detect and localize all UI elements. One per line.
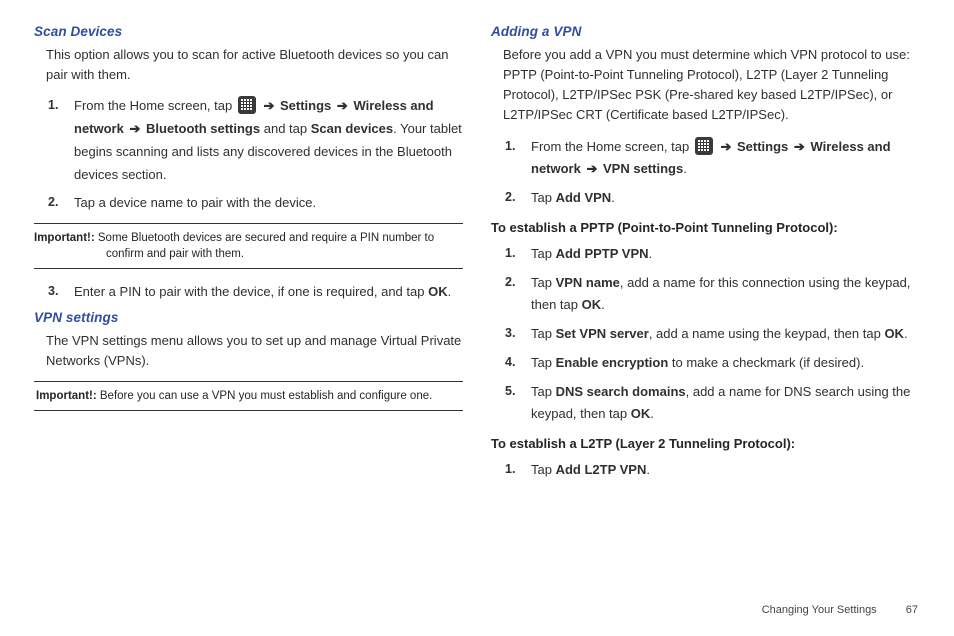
step-item: 3. Tap Set VPN server, add a name using … [531, 323, 920, 346]
important-text: Some Bluetooth devices are secured and r… [95, 232, 434, 260]
step-text: From the Home screen, tap [74, 98, 236, 113]
page-footer: Changing Your Settings 67 [762, 604, 918, 616]
bold-text: Bluetooth settings [146, 121, 260, 136]
step-item: 1. From the Home screen, tap ➔ [74, 95, 463, 186]
step-text: and tap [264, 121, 311, 136]
step-text: to make a checkmark (if desired). [668, 355, 864, 370]
arrow-icon: ➔ [263, 98, 274, 113]
step-text: . [649, 246, 653, 261]
step-text: . [904, 326, 908, 341]
step-item: 2. Tap a device name to pair with the de… [74, 192, 463, 215]
subheading-l2tp: To establish a L2TP (Layer 2 Tunneling P… [491, 436, 920, 451]
step-number: 1. [48, 95, 58, 117]
step-item: 3. Enter a PIN to pair with the device, … [74, 281, 463, 304]
step-text: . [650, 406, 654, 421]
step-text: Tap [531, 355, 556, 370]
bold-text: OK [884, 326, 904, 341]
two-column-layout: Scan Devices This option allows you to s… [34, 24, 920, 488]
step-text: . [611, 190, 615, 205]
heading-scan-devices: Scan Devices [34, 24, 463, 39]
bold-text: Scan devices [311, 121, 393, 136]
paragraph: Before you add a VPN you must determine … [491, 45, 920, 126]
step-text: , add a name using the keypad, then tap [649, 326, 885, 341]
step-item: 1. Tap Add PPTP VPN. [531, 243, 920, 266]
step-number: 1. [505, 459, 515, 481]
step-item: 4. Tap Enable encryption to make a check… [531, 352, 920, 375]
step-item: 2. Tap Add VPN. [531, 187, 920, 210]
bold-text: Add VPN [556, 190, 612, 205]
bold-text: Add PPTP VPN [556, 246, 649, 261]
steps-list: 1. From the Home screen, tap ➔ [491, 136, 920, 210]
step-number: 1. [505, 243, 515, 265]
heading-adding-vpn: Adding a VPN [491, 24, 920, 39]
step-number: 2. [505, 187, 515, 209]
step-text: Tap a device name to pair with the devic… [74, 195, 316, 210]
important-label: Important!: [36, 390, 97, 402]
step-item: 1. Tap Add L2TP VPN. [531, 459, 920, 482]
steps-list: 1. From the Home screen, tap ➔ [34, 95, 463, 215]
step-number: 3. [48, 281, 58, 303]
step-text: From the Home screen, tap [531, 139, 693, 154]
bold-text: Add L2TP VPN [556, 462, 647, 477]
step-text: . [646, 462, 650, 477]
apps-icon [695, 137, 713, 155]
steps-list: 3. Enter a PIN to pair with the device, … [34, 281, 463, 304]
bold-text: Set VPN server [556, 326, 649, 341]
important-note: Important!: Before you can use a VPN you… [34, 381, 463, 411]
heading-vpn-settings: VPN settings [34, 310, 463, 325]
page-number: 67 [906, 604, 918, 616]
step-text: Tap [531, 275, 556, 290]
right-column: Adding a VPN Before you add a VPN you mu… [491, 24, 920, 488]
important-note: Important!: Some Bluetooth devices are s… [34, 223, 463, 269]
steps-list: 1. Tap Add L2TP VPN. [491, 459, 920, 482]
steps-list: 1. Tap Add PPTP VPN. 2. Tap VPN name, ad… [491, 243, 920, 426]
step-number: 2. [48, 192, 58, 214]
bold-text: VPN settings [603, 161, 683, 176]
bold-text: OK [582, 297, 602, 312]
step-text: Tap [531, 190, 556, 205]
step-item: 2. Tap VPN name, add a name for this con… [531, 272, 920, 318]
step-number: 3. [505, 323, 515, 345]
step-item: 1. From the Home screen, tap ➔ [531, 136, 920, 182]
step-text: . [683, 161, 687, 176]
step-item: 5. Tap DNS search domains, add a name fo… [531, 381, 920, 427]
important-label: Important!: [34, 232, 95, 244]
bold-text: Settings [737, 139, 788, 154]
arrow-icon: ➔ [586, 161, 597, 176]
step-text: Tap [531, 326, 556, 341]
bold-text: OK [428, 284, 448, 299]
manual-page: Scan Devices This option allows you to s… [0, 0, 954, 636]
arrow-icon: ➔ [129, 121, 140, 136]
bold-text: Enable encryption [556, 355, 669, 370]
step-number: 2. [505, 272, 515, 294]
bold-text: OK [631, 406, 651, 421]
subheading-pptp: To establish a PPTP (Point-to-Point Tunn… [491, 220, 920, 235]
bold-text: Settings [280, 98, 331, 113]
step-number: 4. [505, 352, 515, 374]
step-number: 5. [505, 381, 515, 403]
step-text: Tap [531, 462, 556, 477]
important-text: Before you can use a VPN you must establ… [97, 390, 433, 402]
arrow-icon: ➔ [337, 98, 348, 113]
footer-section: Changing Your Settings [762, 604, 877, 616]
paragraph: This option allows you to scan for activ… [34, 45, 463, 85]
bold-text: VPN name [556, 275, 620, 290]
bold-text: DNS search domains [556, 384, 686, 399]
apps-icon [238, 96, 256, 114]
paragraph: The VPN settings menu allows you to set … [34, 331, 463, 371]
step-text: . [601, 297, 605, 312]
step-text: Tap [531, 246, 556, 261]
step-number: 1. [505, 136, 515, 158]
left-column: Scan Devices This option allows you to s… [34, 24, 463, 488]
step-text: Enter a PIN to pair with the device, if … [74, 284, 428, 299]
arrow-icon: ➔ [794, 139, 805, 154]
step-text: Tap [531, 384, 556, 399]
step-text: . [448, 284, 452, 299]
arrow-icon: ➔ [720, 139, 731, 154]
